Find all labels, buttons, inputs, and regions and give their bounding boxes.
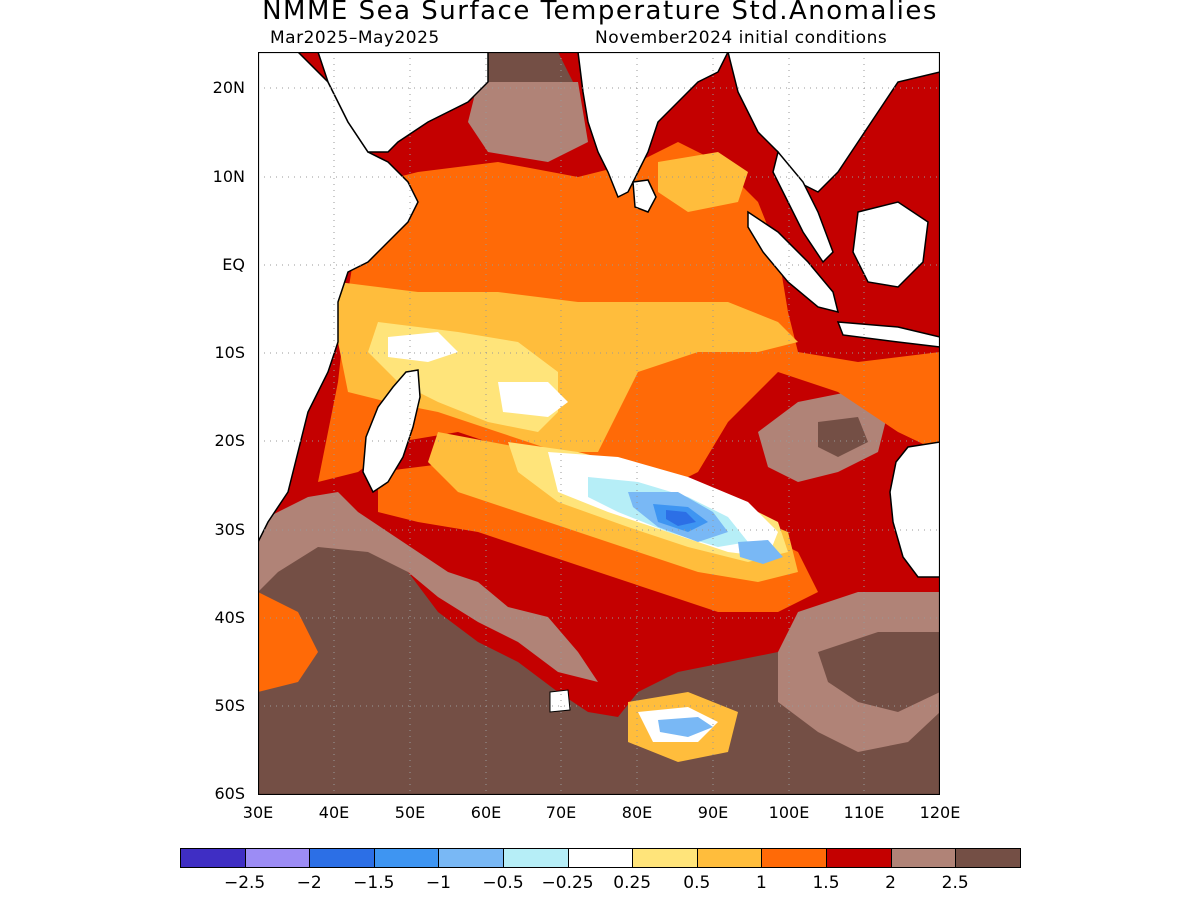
anomaly-patch-dark-blue <box>666 510 696 526</box>
legend-swatch <box>826 848 892 868</box>
legend-label: −2.5 <box>223 873 266 893</box>
lat-label-60s: 60S <box>214 784 245 803</box>
legend-swatch <box>955 848 1021 868</box>
lat-label-20n: 20N <box>212 78 245 97</box>
lat-label-40s: 40S <box>214 608 245 627</box>
sst-anomaly-map <box>258 52 940 795</box>
lon-label-40e: 40E <box>318 803 350 822</box>
land-borneo <box>852 201 929 288</box>
land-sumatra <box>747 210 840 314</box>
lon-label-120e: 120E <box>919 803 961 822</box>
land-malay-peninsula <box>772 150 834 264</box>
lat-label-30s: 30S <box>214 520 245 539</box>
legend-swatch <box>761 848 827 868</box>
land-madagascar <box>362 369 421 494</box>
legend-swatch <box>890 848 957 868</box>
lat-label-10s: 10S <box>214 343 245 362</box>
legend-swatch <box>373 848 440 868</box>
anomaly-patch-1-bay <box>658 152 748 212</box>
lon-label-80e: 80E <box>621 803 653 822</box>
lon-label-100e: 100E <box>768 803 810 822</box>
color-legend <box>180 848 1021 870</box>
legend-label: −0.25 <box>541 873 594 893</box>
lat-label-eq: EQ <box>222 255 245 274</box>
legend-label: 0.5 <box>683 873 711 893</box>
lon-label-30e: 30E <box>242 803 274 822</box>
anomaly-patch-2.5-southeast <box>818 632 940 712</box>
legend-swatch <box>438 848 504 868</box>
legend-label: 2 <box>885 873 896 893</box>
land-arabia <box>317 52 489 153</box>
anomaly-band-2.5-south <box>258 507 940 795</box>
lon-label-60e: 60E <box>470 803 502 822</box>
legend-label: −1.5 <box>353 873 395 893</box>
legend-swatch <box>632 848 698 868</box>
map-title: NMME Sea Surface Temperature Std.Anomali… <box>262 0 938 26</box>
legend-label: 1.5 <box>812 873 840 893</box>
lon-label-110e: 110E <box>843 803 885 822</box>
legend-label: 1 <box>755 873 767 893</box>
map-frame <box>258 52 940 795</box>
legend-label: −0.5 <box>482 873 524 893</box>
anomaly-patch-2-arabian <box>468 82 588 162</box>
legend-swatch <box>244 848 311 868</box>
lon-label-50e: 50E <box>394 803 426 822</box>
land-southeast-asia <box>727 52 940 193</box>
land-australia <box>889 441 940 578</box>
land-kerguelen <box>549 689 571 713</box>
legend-label: −1 <box>425 873 451 893</box>
anomaly-band-1 <box>338 282 798 452</box>
anomaly-patch-white-2 <box>498 382 568 417</box>
forecast-period: Mar2025–May2025 <box>270 28 440 48</box>
anomaly-patch-light-blue-south <box>658 717 713 737</box>
legend-swatch <box>696 848 763 868</box>
anomaly-patch-2.5-east <box>818 417 868 457</box>
anomaly-band-1.5-southwest <box>258 592 318 692</box>
lat-label-20s: 20S <box>214 431 245 450</box>
land-sri-lanka <box>632 179 657 213</box>
anomaly-band-2-south <box>258 492 598 682</box>
legend-label: 2.5 <box>941 873 969 893</box>
legend-label: −2 <box>296 873 322 893</box>
legend-swatch <box>180 848 246 868</box>
legend-label: 0.25 <box>613 873 652 893</box>
legend-swatch <box>567 848 634 868</box>
lat-label-50s: 50S <box>214 696 245 715</box>
map-canvas <box>258 52 940 795</box>
initial-conditions: November2024 initial conditions <box>595 28 888 48</box>
lon-label-70e: 70E <box>545 803 577 822</box>
legend-swatch <box>503 848 569 868</box>
legend-swatch <box>309 848 375 868</box>
anomaly-patch-light-blue-2 <box>738 540 783 564</box>
lon-label-90e: 90E <box>697 803 729 822</box>
lat-label-10n: 10N <box>212 167 245 186</box>
anomaly-patch-white-1 <box>388 332 458 362</box>
